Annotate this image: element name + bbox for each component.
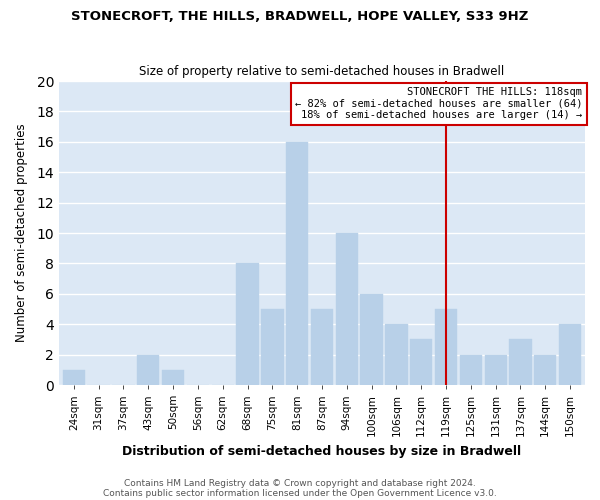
X-axis label: Distribution of semi-detached houses by size in Bradwell: Distribution of semi-detached houses by … — [122, 444, 521, 458]
Bar — [559, 324, 581, 385]
Text: Contains HM Land Registry data © Crown copyright and database right 2024.: Contains HM Land Registry data © Crown c… — [124, 478, 476, 488]
Text: Contains public sector information licensed under the Open Government Licence v3: Contains public sector information licen… — [103, 488, 497, 498]
Bar — [261, 309, 284, 385]
Bar — [62, 370, 85, 385]
Bar — [485, 354, 507, 385]
Bar — [509, 340, 532, 385]
Bar — [335, 233, 358, 385]
Bar — [137, 354, 160, 385]
Bar — [311, 309, 333, 385]
Bar — [435, 309, 457, 385]
Text: STONECROFT THE HILLS: 118sqm
← 82% of semi-detached houses are smaller (64)
18% : STONECROFT THE HILLS: 118sqm ← 82% of se… — [295, 87, 583, 120]
Bar — [236, 264, 259, 385]
Bar — [286, 142, 308, 385]
Bar — [385, 324, 407, 385]
Bar — [534, 354, 556, 385]
Bar — [460, 354, 482, 385]
Bar — [410, 340, 433, 385]
Bar — [361, 294, 383, 385]
Y-axis label: Number of semi-detached properties: Number of semi-detached properties — [15, 124, 28, 342]
Text: STONECROFT, THE HILLS, BRADWELL, HOPE VALLEY, S33 9HZ: STONECROFT, THE HILLS, BRADWELL, HOPE VA… — [71, 10, 529, 23]
Title: Size of property relative to semi-detached houses in Bradwell: Size of property relative to semi-detach… — [139, 66, 505, 78]
Bar — [162, 370, 184, 385]
